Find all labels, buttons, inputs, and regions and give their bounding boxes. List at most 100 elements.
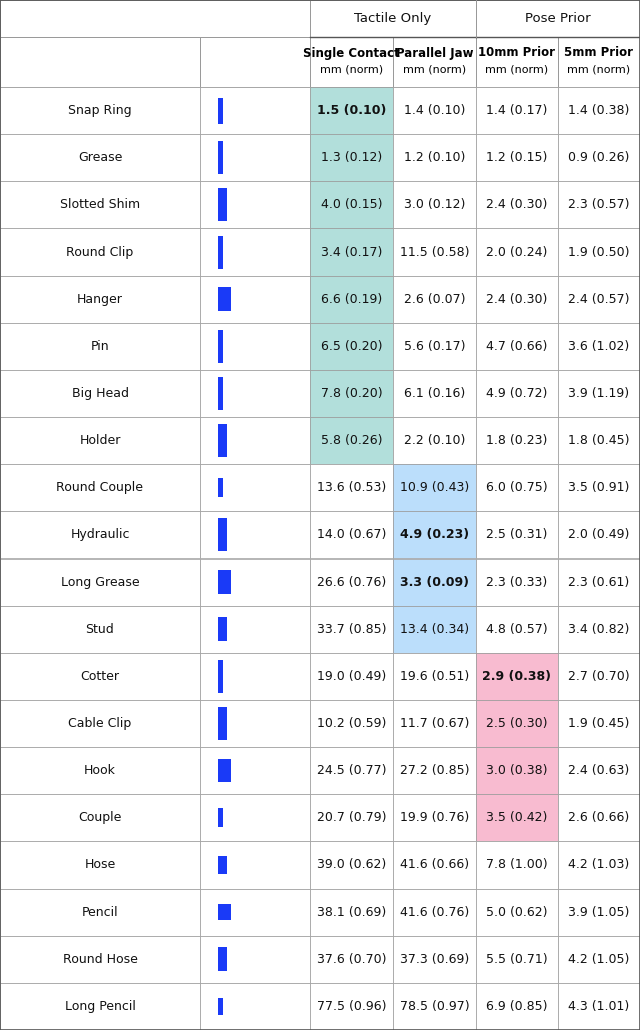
Text: 3.0 (0.12): 3.0 (0.12)	[404, 199, 465, 211]
Bar	[218, 660, 223, 693]
Text: 77.5 (0.96): 77.5 (0.96)	[317, 1000, 387, 1012]
Text: 5.0 (0.62): 5.0 (0.62)	[486, 905, 548, 919]
Bar	[218, 377, 223, 410]
Text: 5.8 (0.26): 5.8 (0.26)	[321, 434, 382, 447]
Bar	[310, 0, 476, 37]
Text: 2.4 (0.57): 2.4 (0.57)	[568, 293, 630, 306]
Bar	[393, 558, 476, 606]
Text: Snap Ring: Snap Ring	[68, 104, 132, 117]
Bar	[558, 181, 640, 229]
Text: 2.6 (0.07): 2.6 (0.07)	[404, 293, 465, 306]
Bar	[393, 511, 476, 558]
Bar	[0, 842, 200, 889]
Text: 1.2 (0.10): 1.2 (0.10)	[404, 151, 465, 164]
Bar	[393, 935, 476, 983]
Bar	[558, 983, 640, 1030]
Bar	[218, 424, 227, 457]
Text: 4.0 (0.15): 4.0 (0.15)	[321, 199, 382, 211]
Text: 7.8 (0.20): 7.8 (0.20)	[321, 387, 382, 400]
Text: Grease: Grease	[78, 151, 122, 164]
Bar	[310, 794, 393, 842]
Text: 37.6 (0.70): 37.6 (0.70)	[317, 953, 387, 966]
Bar	[218, 287, 231, 311]
Bar	[218, 707, 227, 740]
Text: Couple: Couple	[78, 812, 122, 824]
Bar	[476, 842, 558, 889]
Bar	[310, 653, 393, 700]
Bar	[393, 229, 476, 276]
Bar	[393, 983, 476, 1030]
Bar	[558, 558, 640, 606]
Bar	[200, 653, 310, 700]
Bar	[558, 653, 640, 700]
Bar	[393, 322, 476, 370]
Bar	[200, 276, 310, 322]
Bar	[310, 322, 393, 370]
Text: 3.9 (1.05): 3.9 (1.05)	[568, 905, 630, 919]
Bar	[558, 511, 640, 558]
Text: 20.7 (0.79): 20.7 (0.79)	[317, 812, 387, 824]
Bar	[200, 935, 310, 983]
Bar	[0, 794, 200, 842]
Text: 4.2 (1.03): 4.2 (1.03)	[568, 858, 630, 871]
Text: 3.9 (1.19): 3.9 (1.19)	[568, 387, 630, 400]
Bar	[476, 983, 558, 1030]
Bar	[218, 904, 231, 921]
Bar	[393, 181, 476, 229]
Text: 14.0 (0.67): 14.0 (0.67)	[317, 528, 386, 542]
Bar	[200, 417, 310, 465]
Text: 41.6 (0.66): 41.6 (0.66)	[400, 858, 469, 871]
Bar	[200, 322, 310, 370]
Bar	[558, 322, 640, 370]
Bar	[310, 465, 393, 511]
Bar	[310, 181, 393, 229]
Text: Tactile Only: Tactile Only	[355, 12, 431, 25]
Text: 37.3 (0.69): 37.3 (0.69)	[400, 953, 469, 966]
Bar	[393, 606, 476, 653]
Bar	[476, 558, 558, 606]
Bar	[200, 511, 310, 558]
Bar	[0, 511, 200, 558]
Text: 26.6 (0.76): 26.6 (0.76)	[317, 576, 386, 588]
Text: 24.5 (0.77): 24.5 (0.77)	[317, 764, 387, 778]
Bar	[310, 134, 393, 181]
Text: 19.6 (0.51): 19.6 (0.51)	[400, 670, 469, 683]
Bar	[0, 276, 200, 322]
Bar	[310, 842, 393, 889]
Bar	[0, 417, 200, 465]
Text: 1.8 (0.23): 1.8 (0.23)	[486, 434, 548, 447]
Bar	[218, 98, 223, 124]
Text: Cotter: Cotter	[81, 670, 120, 683]
Bar	[476, 747, 558, 794]
Text: Big Head: Big Head	[72, 387, 129, 400]
Bar	[393, 747, 476, 794]
Bar	[218, 948, 227, 971]
Bar	[200, 889, 310, 935]
Text: 5.6 (0.17): 5.6 (0.17)	[404, 340, 465, 353]
Text: Round Hose: Round Hose	[63, 953, 138, 966]
Text: 1.4 (0.38): 1.4 (0.38)	[568, 104, 630, 117]
Bar	[558, 794, 640, 842]
Bar	[476, 370, 558, 417]
Text: 2.4 (0.30): 2.4 (0.30)	[486, 293, 548, 306]
Bar	[310, 37, 393, 87]
Text: Hanger: Hanger	[77, 293, 123, 306]
Text: 13.4 (0.34): 13.4 (0.34)	[400, 623, 469, 636]
Bar	[393, 700, 476, 747]
Text: mm (norm): mm (norm)	[485, 65, 548, 75]
Text: Pencil: Pencil	[82, 905, 118, 919]
Bar	[393, 134, 476, 181]
Text: 33.7 (0.85): 33.7 (0.85)	[317, 623, 387, 636]
Text: 2.5 (0.30): 2.5 (0.30)	[486, 717, 548, 730]
Bar	[476, 87, 558, 134]
Bar	[0, 181, 200, 229]
Bar	[476, 37, 558, 87]
Text: Holder: Holder	[79, 434, 121, 447]
Text: Hydraulic: Hydraulic	[70, 528, 130, 542]
Text: 11.5 (0.58): 11.5 (0.58)	[400, 245, 469, 259]
Bar	[218, 141, 223, 174]
Bar	[0, 558, 200, 606]
Bar	[0, 465, 200, 511]
Text: 5mm Prior: 5mm Prior	[564, 46, 634, 60]
Bar	[200, 983, 310, 1030]
